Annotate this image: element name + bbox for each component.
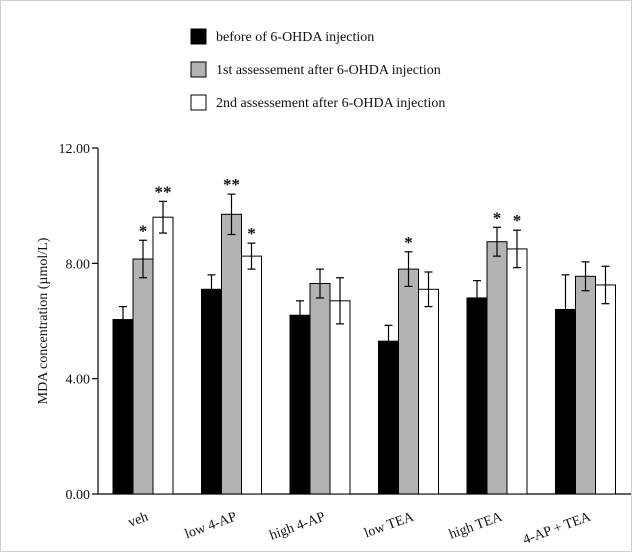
bar-5-series-1 — [466, 297, 488, 495]
bar-6-series-3 — [595, 284, 616, 495]
bar-6-series-2 — [575, 275, 596, 495]
y-tick-label-3: 12.00 — [59, 142, 91, 157]
bar-2-series-3 — [241, 255, 262, 495]
legend-swatch-2 — [190, 61, 207, 78]
legend: before of 6-OHDA injection 1st assessemen… — [190, 28, 445, 111]
bar-5-series-3 — [506, 248, 528, 495]
significance-1-series-3: ** — [155, 182, 172, 201]
bar-3-series-1 — [289, 314, 311, 495]
legend-label-2: 1st assessement after 6-OHDA injection — [216, 63, 441, 78]
category-label-6: 4-AP + TEA — [521, 509, 594, 548]
bar-1-series-1 — [112, 319, 134, 495]
category-label-4: low TEA — [362, 509, 416, 541]
category-label-3: high 4-AP — [268, 510, 328, 544]
bar-1-series-3 — [152, 216, 174, 495]
bar-3-series-2 — [309, 283, 331, 495]
legend-label-1: before of 6-OHDA injection — [216, 30, 374, 45]
significance-5-series-3: * — [513, 211, 522, 230]
category-labels: veh low 4-AP high 4-AP low TEA high TEA 4-AP … — [126, 509, 593, 548]
legend-label-3: 2nd assessement after 6-OHDA injection — [216, 96, 445, 111]
bar-2-series-2 — [221, 213, 242, 495]
legend-swatch-3 — [190, 94, 207, 111]
significance-1-series-2: * — [139, 221, 148, 240]
bar-4-series-2 — [398, 268, 419, 495]
significance-5-series-2: * — [493, 208, 502, 227]
y-axis: 0.00 4.00 8.00 12.00 MDA concentration (µmol… — [36, 142, 631, 503]
bar-4-series-3 — [418, 288, 439, 495]
y-axis-title: MDA concentration (µmol/L) — [36, 237, 51, 404]
bar-3-series-3 — [329, 300, 351, 495]
legend-swatch-1 — [190, 28, 207, 45]
y-tick-label-2: 8.00 — [66, 257, 91, 272]
bars: *** *** ** * — [112, 175, 616, 495]
category-label-1: veh — [126, 510, 150, 531]
y-tick-label-0: 0.00 — [66, 488, 91, 503]
bar-2-series-1 — [201, 288, 222, 495]
category-label-5: high TEA — [447, 509, 505, 542]
bar-4-series-1 — [378, 340, 399, 495]
bar-1-series-2 — [132, 258, 154, 495]
bar-5-series-2 — [486, 241, 508, 495]
category-label-2: low 4-AP — [183, 510, 239, 543]
significance-2-series-3: * — [247, 224, 256, 243]
significance-4-series-2: * — [404, 233, 413, 252]
significance-2-series-2: ** — [223, 175, 240, 194]
y-tick-label-1: 4.00 — [66, 373, 91, 388]
